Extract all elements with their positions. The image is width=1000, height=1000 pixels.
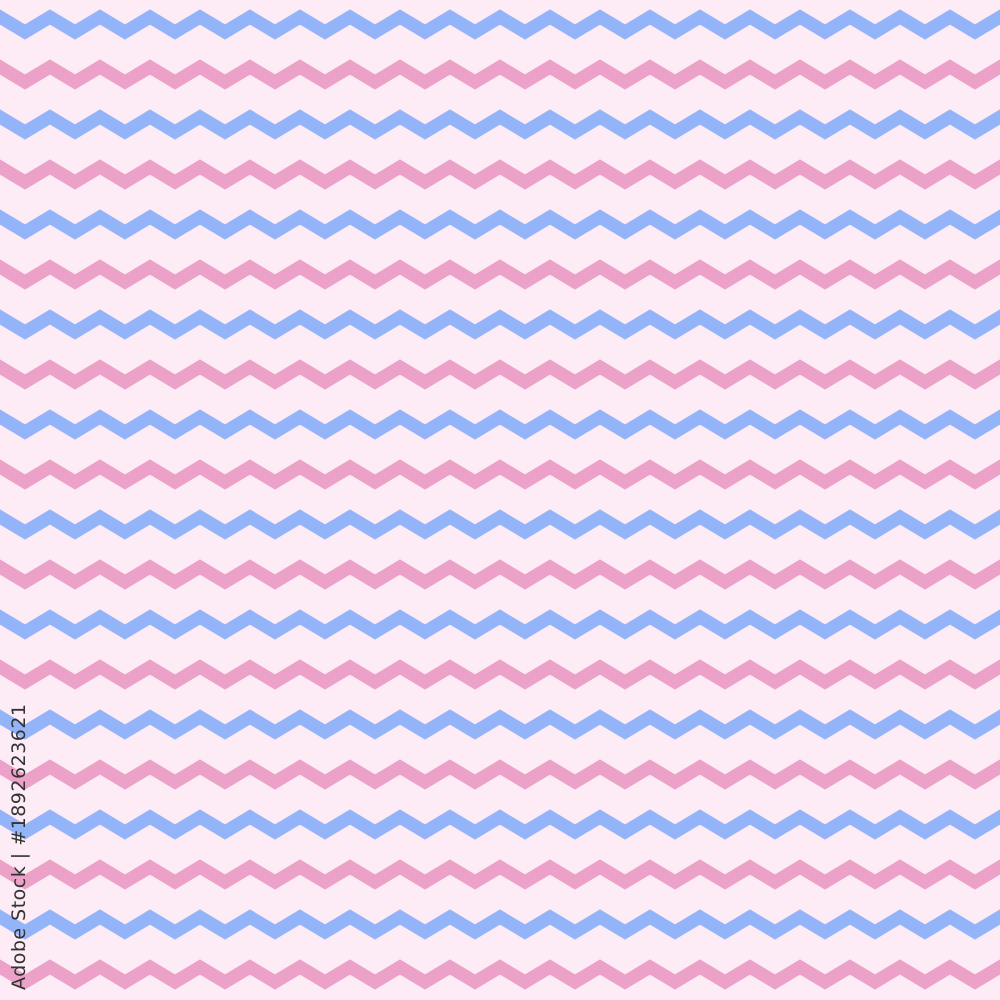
zigzag-stripe — [0, 59, 1000, 90]
zigzag-stripe — [0, 659, 1000, 690]
zigzag-stripe — [0, 509, 1000, 540]
zigzag-stripe — [0, 859, 1000, 890]
zigzag-stripe — [0, 809, 1000, 840]
zigzag-stripe — [0, 109, 1000, 140]
zigzag-stripe — [0, 9, 1000, 40]
zigzag-stripe — [0, 709, 1000, 740]
watermark-text: Adobe Stock | #1892623621 — [8, 703, 30, 990]
zigzag-stripe — [0, 959, 1000, 990]
zigzag-stripe — [0, 409, 1000, 440]
zigzag-stripe — [0, 209, 1000, 240]
zigzag-stripe — [0, 159, 1000, 190]
zigzag-stripe — [0, 559, 1000, 590]
zigzag-stripe — [0, 259, 1000, 290]
zigzag-stripe — [0, 359, 1000, 390]
zigzag-stripe — [0, 759, 1000, 790]
zigzag-stripe — [0, 609, 1000, 640]
zigzag-stripe — [0, 459, 1000, 490]
zigzag-stripe — [0, 309, 1000, 340]
zigzag-stripe — [0, 909, 1000, 940]
